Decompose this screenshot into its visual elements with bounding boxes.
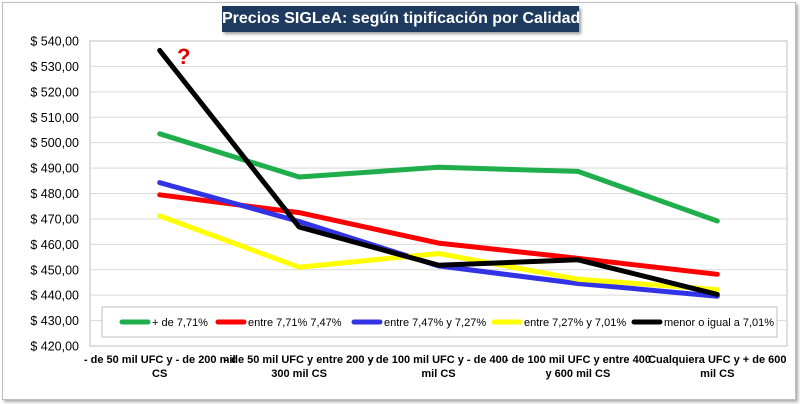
legend-label: + de 7,71% [152,317,208,329]
annotation-question-mark: ? [177,44,190,69]
y-tick-label: $ 470,00 [30,212,79,226]
chart-title: Precios SIGLeA: según tipificación por C… [222,6,580,32]
legend-label: entre 7,27% y 7,01% [524,317,626,329]
series-line-4 [157,213,720,293]
x-tick-label: - de 100 mil UFC y entre 400 [505,354,651,366]
y-tick-label: $ 450,00 [30,263,79,277]
y-tick-label: $ 480,00 [30,187,79,201]
y-tick-label: $ 430,00 [30,314,79,328]
series-line-5 [157,47,720,297]
y-tick-label: $ 520,00 [30,85,79,99]
legend-label: entre 7,71% 7,47% [248,317,342,329]
y-tick-label: $ 460,00 [30,238,79,252]
y-tick-label: $ 420,00 [30,340,79,354]
x-tick-label: - de 50 mil UFC y entre 200 y [225,354,375,366]
y-tick-label: $ 440,00 [30,289,79,303]
y-axis-ticks: $ 420,00 $ 430,00 $ 440,00 $ 450,00 $ 460,00… [30,35,79,354]
x-tick-label: mil CS [700,368,734,380]
x-tick-label: 300 mil CS [271,368,327,380]
x-tick-label: CS [152,368,167,380]
x-tick-label: y 600 mil CS [545,368,610,380]
y-tick-label: $ 490,00 [30,162,79,176]
legend-label: menor o igual a 7,01% [664,317,774,329]
y-tick-label: $ 530,00 [30,60,79,74]
x-tick-label: - de 100 mil UFC y - de 400 [369,354,508,366]
x-tick-label: Cualquiera UFC y + de 600 [648,354,786,366]
y-tick-label: $ 510,00 [30,111,79,125]
series-lines [157,47,720,299]
y-tick-label: $ 540,00 [30,35,79,49]
x-tick-label: mil CS [421,368,455,380]
series-line-1 [157,131,720,224]
legend-label: entre 7,47% y 7,27% [384,317,486,329]
x-tick-label: - de 50 mil UFC y - de 200 mil [84,354,236,366]
x-axis-ticks: - de 50 mil UFC y - de 200 mil CS - de 50 … [84,354,787,380]
y-tick-label: $ 500,00 [30,136,79,150]
legend-box [101,306,778,338]
legend: + de 7,71% entre 7,71% 7,47% entre 7,47% y… [101,306,778,338]
